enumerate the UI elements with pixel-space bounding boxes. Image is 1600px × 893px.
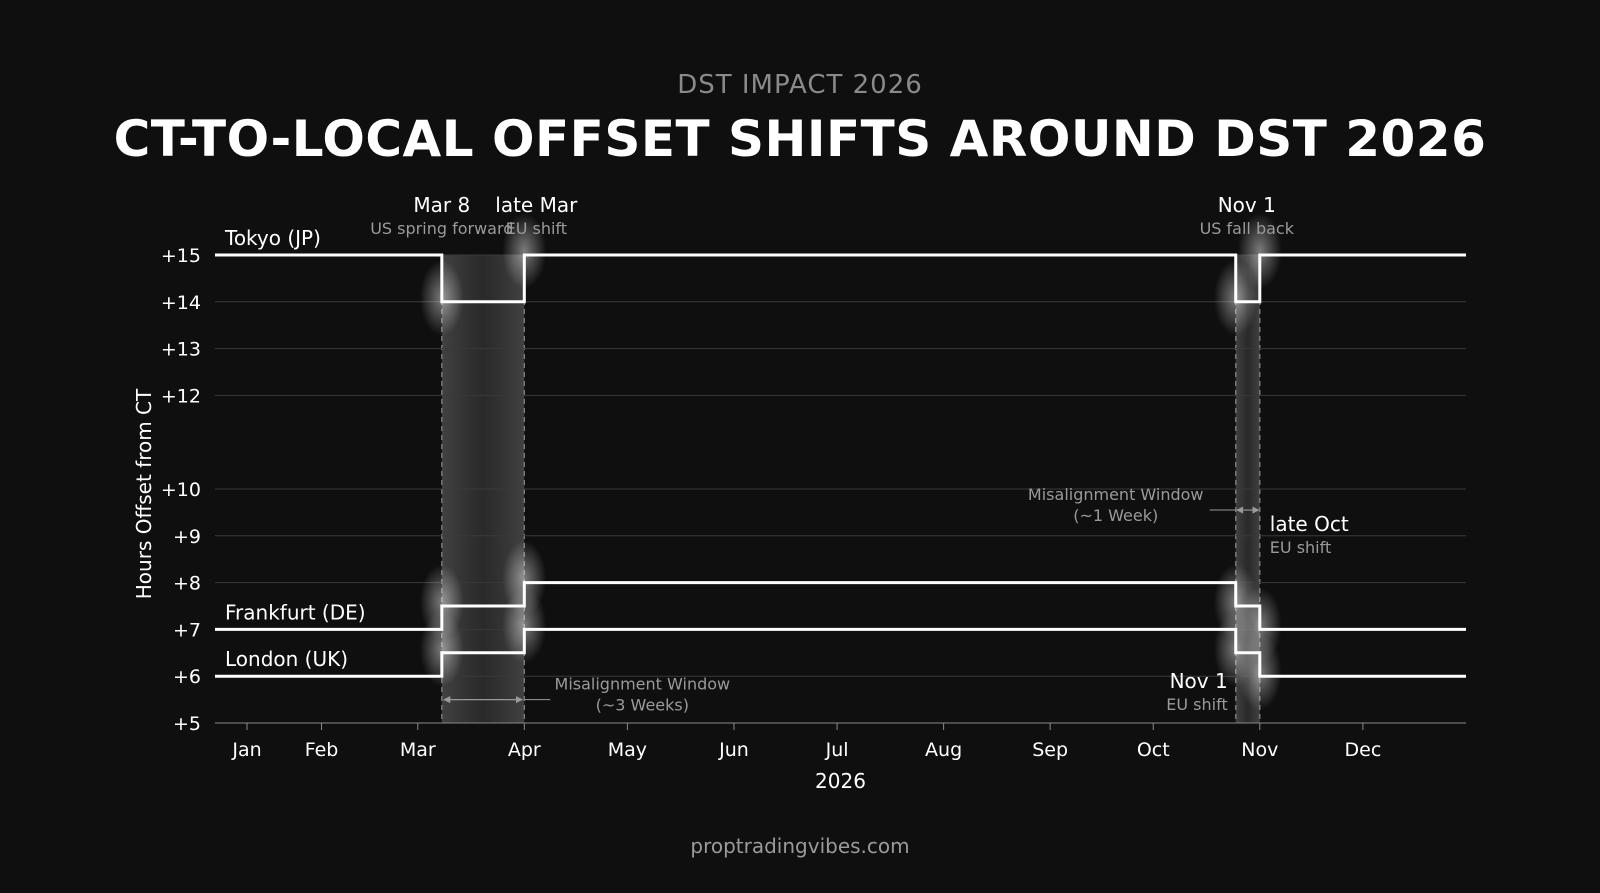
y-tick-label: +10	[161, 479, 201, 501]
transition-glow	[502, 213, 547, 289]
series-label-1: Tokyo (JP)	[224, 226, 321, 250]
series-label-3: London (UK)	[225, 647, 348, 671]
transition-glow-layer	[419, 213, 1282, 711]
y-tick-label: +9	[173, 526, 201, 548]
labels-layer: +5 +6 +7 +8 +9 +10 +12 +13 +14 +15 Jan Feb Mar Apr May…	[132, 193, 1381, 793]
x-tick-label: Sep	[1032, 739, 1068, 761]
window-label-1: Misalignment Window	[555, 675, 731, 694]
x-tick-label: Apr	[508, 739, 541, 761]
x-tick-label: Jul	[825, 739, 849, 761]
x-tick-label: Feb	[305, 739, 339, 761]
event-sublabel-4: EU shift	[1270, 538, 1331, 557]
event-label-5: Nov 1	[1170, 669, 1228, 693]
x-axis-title: 2026	[815, 769, 866, 793]
x-tick-label: Jan	[231, 739, 261, 761]
y-tick-label: +14	[161, 292, 201, 314]
x-tick-label: Aug	[925, 739, 962, 761]
window-label-2: Misalignment Window	[1028, 485, 1204, 504]
event-label-2: late Mar	[495, 193, 578, 217]
y-tick-label: +8	[173, 573, 201, 595]
event-sublabel-3: US fall back	[1200, 219, 1295, 238]
window-sublabel-1: (~3 Weeks)	[596, 696, 689, 715]
event-sublabel-1: US spring forward	[370, 219, 513, 238]
series-line-3	[215, 627, 1466, 678]
chart-title: CT-TO-LOCAL OFFSET SHIFTS AROUND DST 202…	[113, 110, 1487, 168]
x-tick-label: Jun	[718, 739, 749, 761]
event-label-3: Nov 1	[1218, 193, 1276, 217]
x-tick-label: Oct	[1137, 739, 1170, 761]
x-tick-label: May	[608, 739, 647, 761]
series-lines-layer	[215, 253, 1466, 678]
y-tick-label: +13	[161, 339, 201, 361]
source-footer: proptradingvibes.com	[690, 834, 910, 858]
series-line-2	[215, 581, 1466, 631]
y-tick-label: +6	[173, 666, 201, 688]
x-tick-label: Mar	[400, 739, 436, 761]
chart-subtitle: DST IMPACT 2026	[677, 70, 923, 100]
event-sublabel-2: EU shift	[506, 219, 567, 238]
event-sublabel-5: EU shift	[1166, 695, 1227, 714]
y-axis-title: Hours Offset from CT	[132, 388, 156, 599]
series-label-2: Frankfurt (DE)	[225, 600, 366, 624]
event-label-4: late Oct	[1270, 512, 1349, 536]
x-tick-label: Dec	[1345, 739, 1382, 761]
window-sublabel-2: (~1 Week)	[1073, 506, 1158, 525]
y-tick-label: +7	[173, 619, 201, 641]
series-line-1	[215, 253, 1466, 304]
x-tick-label: Nov	[1241, 739, 1278, 761]
event-label-1: Mar 8	[413, 193, 470, 217]
y-tick-label: +15	[161, 245, 201, 267]
y-tick-label: +5	[173, 713, 201, 735]
y-tick-label: +12	[161, 385, 201, 407]
transition-glow	[1237, 213, 1282, 289]
